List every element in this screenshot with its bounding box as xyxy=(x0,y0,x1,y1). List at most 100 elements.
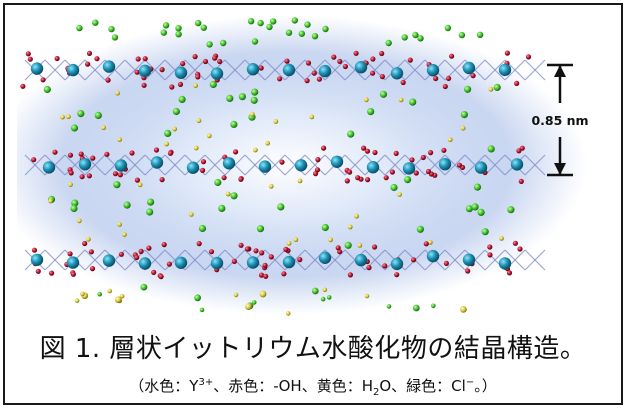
hydroxide-layer xyxy=(24,145,546,184)
hydroxide-group xyxy=(337,58,343,64)
hydroxide-group xyxy=(166,261,172,267)
chloride-ion xyxy=(175,25,182,32)
hydroxide-group xyxy=(94,56,100,62)
hydroxide-group xyxy=(40,77,46,83)
interlayer-ion xyxy=(245,303,252,310)
water-molecule xyxy=(122,232,127,238)
chloride-ion xyxy=(285,29,293,36)
interlayer-ion xyxy=(460,306,467,313)
hydroxide-group xyxy=(180,61,186,67)
y-o-bond xyxy=(244,154,266,176)
hydroxide-group xyxy=(35,268,41,274)
yttrium-ion xyxy=(402,162,416,175)
hydroxide-group xyxy=(382,263,388,269)
hydroxide-group xyxy=(314,167,321,173)
interlayer-ion xyxy=(74,298,80,303)
hydroxide-group xyxy=(67,152,74,158)
legend-close: 。） xyxy=(474,377,497,395)
y-o-bond xyxy=(224,59,246,81)
hydroxide-group xyxy=(372,244,378,250)
hydroxide-group xyxy=(365,177,371,183)
water-molecule xyxy=(460,125,466,131)
chloride-ion xyxy=(70,204,78,213)
yttrium-ion xyxy=(30,253,44,266)
yttrium-ion xyxy=(66,256,80,269)
y-o-bond xyxy=(184,59,206,81)
hydroxide-group xyxy=(514,80,520,86)
y-o-bond xyxy=(124,154,146,176)
yttrium-ion xyxy=(294,159,308,172)
chloride-ion xyxy=(298,30,305,37)
hydroxide-group xyxy=(512,240,518,246)
hydroxide-group xyxy=(134,254,140,261)
y-o-bond xyxy=(144,59,166,81)
hydroxide-group xyxy=(263,273,269,279)
hydroxide-group xyxy=(89,266,96,272)
hydroxide-group xyxy=(138,248,144,254)
water-molecule xyxy=(357,243,363,248)
hydroxide-group xyxy=(315,157,321,163)
chloride-ion xyxy=(195,19,202,27)
hydroxide-group xyxy=(283,246,289,252)
water-molecule xyxy=(427,240,433,245)
chloride-ion xyxy=(198,224,207,233)
y-o-bond xyxy=(304,154,326,176)
hydroxide-group xyxy=(79,174,85,180)
yttrium-ion xyxy=(174,256,188,269)
hydroxide-group xyxy=(433,75,439,82)
hydroxide-group xyxy=(231,258,237,264)
y-o-bond xyxy=(84,154,106,176)
y-o-bond xyxy=(384,154,406,176)
hydroxide-group xyxy=(146,245,152,251)
chloride-ion xyxy=(113,181,121,189)
hydroxide-group xyxy=(442,83,448,90)
water-molecule xyxy=(286,240,292,246)
chloride-ion xyxy=(226,94,234,102)
layer-spacing-indicator: 0.85 nm xyxy=(531,63,589,177)
water-molecule xyxy=(137,182,143,188)
chloride-ion xyxy=(94,111,102,119)
hydroxide-group xyxy=(331,54,337,60)
chloride-ion xyxy=(251,38,259,45)
interlayer-ion xyxy=(326,295,332,300)
interlayer-ion xyxy=(320,296,326,302)
yttrium-ion xyxy=(186,161,200,174)
hydroxide-group xyxy=(344,178,350,184)
hydroxide-group xyxy=(372,149,378,156)
yttrium-ion xyxy=(330,155,344,168)
hydroxide-group xyxy=(504,50,510,56)
crystal-structure-svg: 0.85 nm xyxy=(17,15,589,316)
hydroxide-group xyxy=(335,245,341,251)
y-o-bond xyxy=(404,59,426,81)
hydroxide-group xyxy=(279,159,285,165)
hydroxide-layer xyxy=(24,240,546,280)
hydroxide-group xyxy=(347,272,353,278)
water-molecule xyxy=(249,111,255,117)
yttrium-ion xyxy=(354,253,368,267)
hydroxide-group xyxy=(200,159,207,165)
chloride-ion xyxy=(251,88,259,96)
hydroxide-group xyxy=(90,155,96,161)
hydroxide-group xyxy=(518,178,524,184)
hydroxide-group xyxy=(284,58,290,64)
chloride-ion xyxy=(108,25,115,33)
spacing-top-arrow xyxy=(554,65,566,77)
water-molecule xyxy=(273,119,279,124)
chloride-ion xyxy=(123,201,131,209)
chloride-ion xyxy=(270,18,277,25)
yttrium-ion xyxy=(474,161,488,174)
chloride-ion xyxy=(146,208,154,216)
hydroxide-group xyxy=(394,272,400,278)
chloride-ion xyxy=(460,111,468,119)
hydroxide-group xyxy=(258,65,264,71)
yttrium-ion xyxy=(462,253,476,266)
chloride-ion xyxy=(379,90,388,98)
hydroxide-group xyxy=(134,177,140,183)
water-molecule xyxy=(265,140,270,146)
yttrium-ion xyxy=(426,249,440,263)
hydroxide-group xyxy=(525,54,532,60)
yttrium-ion xyxy=(258,160,272,173)
chloride-ion xyxy=(172,107,180,116)
chloride-ion xyxy=(209,80,217,89)
water-molecule xyxy=(117,222,122,227)
